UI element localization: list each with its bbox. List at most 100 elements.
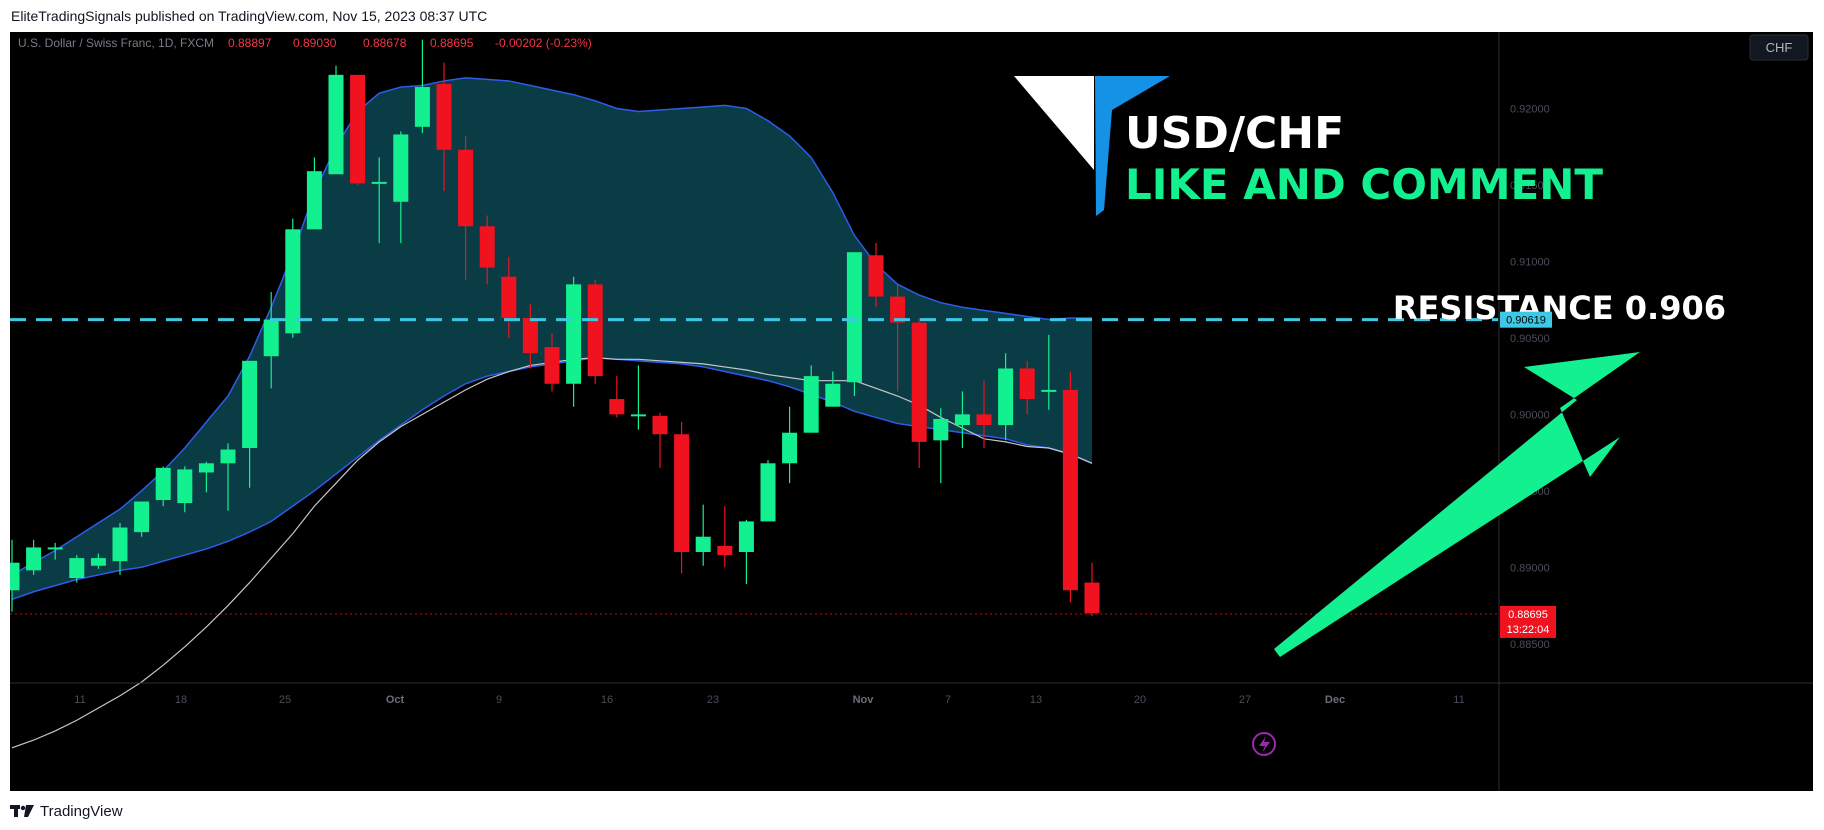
candle-body (393, 134, 409, 202)
candle[interactable] (630, 365, 646, 430)
candle[interactable] (134, 501, 150, 537)
candle-body (566, 284, 582, 384)
candle[interactable] (458, 136, 474, 280)
candle[interactable] (155, 466, 171, 507)
candle[interactable] (1062, 371, 1078, 603)
logo-blue-wedge-icon (1095, 76, 1170, 216)
candle-body (414, 87, 430, 127)
x-tick-label: 11 (74, 694, 85, 706)
x-tick-label: Nov (853, 694, 875, 706)
candle[interactable] (522, 304, 538, 369)
candle[interactable] (652, 412, 668, 468)
x-tick-label: 27 (1239, 694, 1251, 706)
countdown-text: 13:22:04 (1507, 624, 1550, 636)
candle[interactable] (911, 318, 927, 468)
last-price-badge-text: 0.88695 (1508, 609, 1548, 621)
lightning-bolt-icon (1259, 736, 1270, 753)
candle[interactable] (890, 284, 906, 392)
candle[interactable] (328, 65, 344, 175)
x-tick-label: Dec (1325, 694, 1345, 706)
candle[interactable] (1019, 360, 1035, 415)
candle[interactable] (846, 252, 862, 396)
candle[interactable] (414, 39, 430, 133)
x-tick-label: 9 (496, 694, 502, 706)
candle-body (868, 255, 884, 297)
candle[interactable] (1041, 334, 1057, 410)
bollinger-upper-line (11, 77, 1092, 576)
annotation-subtitle: LIKE AND COMMENT (1125, 160, 1603, 209)
candle-body (933, 418, 949, 441)
x-tick-label: 16 (601, 694, 613, 706)
ohlc-low: 0.88678 (363, 36, 407, 50)
ohlc-change: -0.00202 (-0.23%) (495, 36, 592, 50)
candle[interactable] (198, 461, 214, 493)
candle-body (1019, 368, 1035, 400)
candle[interactable] (263, 292, 279, 389)
candle[interactable] (782, 406, 798, 484)
candle[interactable] (998, 353, 1014, 441)
candle[interactable] (47, 542, 63, 560)
candle-body (695, 536, 711, 552)
candle[interactable] (717, 506, 733, 568)
candle[interactable] (1084, 562, 1100, 617)
candle[interactable] (306, 157, 322, 230)
candlestick-chart[interactable]: 0.920000.915000.910000.905000.900000.895… (10, 32, 1813, 791)
candle[interactable] (609, 376, 625, 418)
chart-frame[interactable]: 0.920000.915000.910000.905000.900000.895… (10, 32, 1813, 791)
candle[interactable] (350, 74, 366, 185)
candle[interactable] (69, 555, 85, 583)
candle[interactable] (26, 539, 42, 575)
candle-body (825, 383, 841, 407)
x-tick-label: 25 (279, 694, 291, 706)
candle-body (522, 318, 538, 354)
candle[interactable] (436, 62, 452, 192)
candle[interactable] (285, 218, 301, 338)
candle[interactable] (954, 391, 970, 448)
lightning-icon[interactable] (1252, 732, 1276, 756)
candle[interactable] (112, 522, 128, 575)
candle-body (328, 74, 344, 175)
candle-body (674, 434, 690, 552)
candle[interactable] (868, 243, 884, 308)
candle[interactable] (566, 276, 582, 407)
candle-body (134, 501, 150, 533)
candle[interactable] (220, 443, 236, 511)
candle[interactable] (760, 460, 776, 522)
bullish-arrow-icon (1274, 352, 1640, 657)
candle[interactable] (803, 365, 819, 433)
candle[interactable] (674, 422, 690, 574)
candle-body (47, 547, 63, 550)
candle[interactable] (242, 360, 258, 488)
candle[interactable] (10, 539, 20, 612)
x-tick-label: 11 (1453, 694, 1464, 706)
candle[interactable] (825, 371, 841, 407)
candle[interactable] (90, 553, 106, 569)
candle[interactable] (501, 256, 517, 338)
candle[interactable] (738, 519, 754, 585)
x-tick-label: 23 (707, 694, 719, 706)
candle[interactable] (587, 279, 603, 384)
last-price-badge-bg (1500, 605, 1556, 638)
currency-button[interactable]: CHF (1749, 34, 1809, 61)
tradingview-logo-icon (10, 805, 34, 817)
resistance-price-badge: 0.90619 (1500, 311, 1552, 328)
candle[interactable] (976, 380, 992, 448)
candle[interactable] (933, 408, 949, 484)
candle[interactable] (393, 131, 409, 244)
candle[interactable] (371, 157, 387, 244)
candle-body (350, 74, 366, 184)
candle[interactable] (695, 504, 711, 566)
candle-body (306, 171, 322, 230)
candle-body (1041, 389, 1057, 392)
x-tick-label: Oct (386, 694, 405, 706)
candle-body (587, 284, 603, 377)
candle-body (198, 463, 214, 473)
y-tick-label: 0.91000 (1510, 256, 1550, 268)
candle-body (630, 414, 646, 417)
candle[interactable] (177, 466, 193, 513)
resistance-badge-text: 0.90619 (1506, 315, 1546, 327)
candle[interactable] (479, 215, 495, 285)
candle-body (501, 276, 517, 318)
candle-body (112, 527, 128, 562)
candle[interactable] (544, 333, 560, 392)
